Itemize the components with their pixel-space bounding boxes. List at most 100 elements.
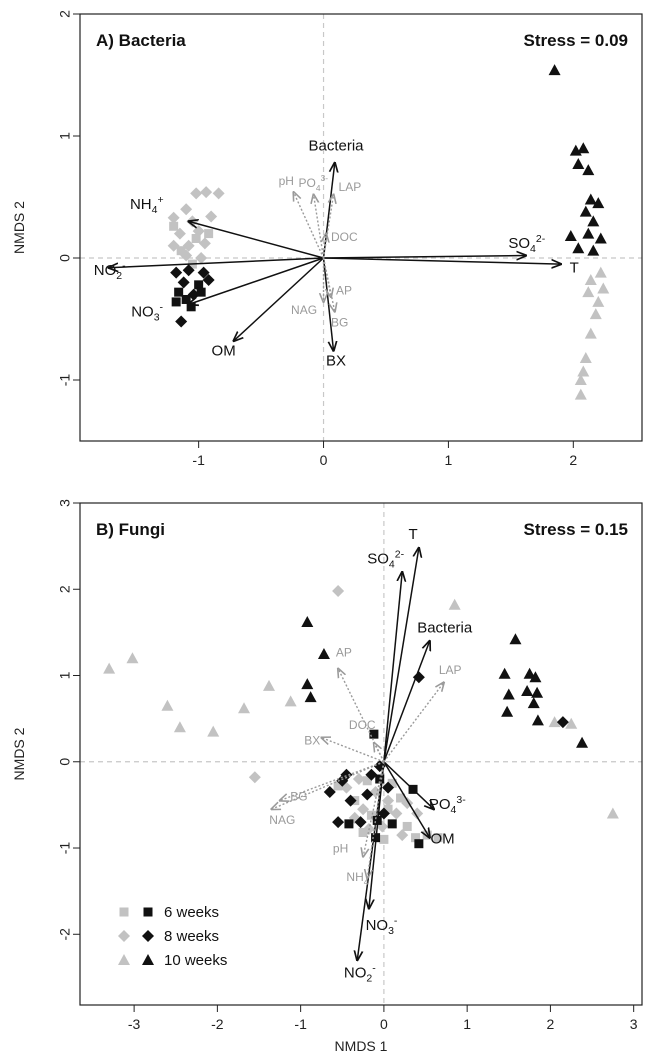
vector-label-nag: NAG	[269, 813, 295, 827]
data-point-square-grey	[387, 778, 397, 788]
data-point-triangle-grey	[238, 702, 251, 714]
data-point-triangle-black	[548, 64, 561, 76]
vector-label-t: T	[408, 526, 417, 543]
stress-value: Stress = 0.09	[524, 31, 628, 50]
data-point-triangle-grey	[606, 807, 619, 819]
data-point-triangle-black	[498, 667, 511, 679]
y-tick-label: 2	[57, 585, 73, 593]
data-point-triangle-black	[564, 230, 577, 242]
y-tick-label: -2	[57, 928, 73, 941]
data-point-triangle-black	[501, 705, 514, 717]
x-tick-label: 3	[630, 1016, 638, 1032]
data-point-triangle-grey	[592, 295, 605, 307]
y-tick-label: -1	[57, 842, 73, 855]
data-point-square-grey	[411, 833, 421, 843]
data-point-triangle-grey	[565, 717, 578, 729]
data-point-diamond-black	[382, 781, 395, 794]
data-point-triangle-grey	[173, 721, 186, 733]
data-point-diamond-grey	[186, 215, 199, 228]
legend-marker-grey-triangle	[118, 954, 130, 965]
vector-nag	[271, 761, 385, 809]
data-point-triangle-black	[584, 193, 597, 205]
data-point-diamond-black	[412, 671, 425, 684]
vector-so4	[323, 256, 526, 258]
vector-label-bg: BG	[290, 790, 307, 804]
y-tick-label: -1	[57, 374, 73, 387]
x-tick-label: 1	[445, 452, 453, 468]
data-point-square-grey	[402, 821, 412, 831]
data-point-square-black	[174, 287, 184, 297]
data-point-square-grey	[333, 781, 343, 791]
data-point-square-grey	[191, 233, 201, 243]
data-point-square-grey	[204, 229, 214, 239]
data-point-triangle-black	[304, 691, 317, 703]
data-point-triangle-grey	[448, 598, 461, 610]
data-point-triangle-grey	[574, 388, 587, 400]
data-point-triangle-grey	[584, 327, 597, 339]
stress-value: Stress = 0.15	[524, 520, 628, 539]
x-axis-label: NMDS 1	[335, 1038, 388, 1054]
data-point-triangle-black	[587, 215, 600, 227]
data-point-triangle-black	[301, 616, 314, 628]
panel-title: B) Fungi	[96, 520, 165, 539]
vector-label-bg: BG	[331, 315, 348, 329]
data-point-diamond-grey	[390, 807, 403, 820]
y-tick-label: 2	[57, 10, 73, 18]
data-point-diamond-grey	[190, 187, 203, 200]
vector-label-ph: pH	[279, 174, 294, 188]
data-point-triangle-grey	[589, 308, 602, 320]
data-point-square-black	[196, 287, 206, 297]
data-point-diamond-black	[556, 716, 569, 729]
data-point-triangle-grey	[577, 365, 590, 377]
vector-label-nag: NAG	[291, 303, 317, 317]
data-point-triangle-grey	[126, 652, 139, 664]
vector-label-ph: pH	[333, 841, 348, 855]
data-point-square-black	[194, 280, 204, 290]
data-point-square-grey	[383, 804, 393, 814]
legend-label: 8 weeks	[164, 928, 219, 945]
legend-marker-grey-square	[119, 907, 129, 917]
data-point-triangle-black	[577, 142, 590, 154]
data-point-diamond-grey	[396, 829, 409, 842]
data-point-diamond-black	[377, 807, 390, 820]
data-point-triangle-black	[592, 197, 605, 209]
vector-label-bacteria: Bacteria	[309, 138, 365, 155]
data-point-diamond-black	[202, 273, 215, 286]
vector-po4	[383, 761, 434, 809]
data-point-square-black	[369, 729, 379, 739]
data-point-diamond-black	[323, 785, 336, 798]
data-point-diamond-grey	[198, 237, 211, 250]
x-tick-label: 0	[320, 452, 328, 468]
vector-label-lap: LAP	[339, 180, 362, 194]
data-point-triangle-grey	[548, 716, 561, 728]
vector-bacteria	[383, 641, 430, 763]
data-point-diamond-black	[182, 264, 195, 277]
x-tick-label: -1	[294, 1016, 307, 1032]
data-point-triangle-black	[572, 242, 585, 254]
vector-label-t: T	[570, 260, 579, 277]
vector-doc	[374, 743, 385, 763]
data-point-triangle-grey	[574, 374, 587, 385]
data-point-triangle-black	[531, 714, 544, 726]
data-point-square-grey	[169, 221, 179, 231]
vector-no3	[189, 257, 324, 304]
legend: 6 weeks 8 weeks 10 weeks	[118, 904, 227, 969]
data-point-diamond-grey	[212, 187, 225, 200]
vector-ph	[294, 192, 325, 259]
y-tick-label: 1	[57, 132, 73, 140]
data-point-square-black	[344, 819, 354, 829]
data-point-square-grey	[362, 776, 372, 786]
data-point-diamond-grey	[352, 773, 365, 786]
legend-marker-black-diamond	[142, 930, 154, 942]
y-tick-label: 1	[57, 671, 73, 679]
vector-so4	[383, 572, 402, 762]
x-tick-label: 1	[463, 1016, 471, 1032]
x-tick-label: -2	[211, 1016, 224, 1032]
y-tick-label: 0	[57, 254, 73, 262]
vector-label-no3: NO3-	[131, 302, 163, 324]
data-point-triangle-black	[582, 164, 595, 176]
vector-lap	[322, 195, 334, 259]
data-point-diamond-grey	[248, 771, 261, 784]
x-tick-label: -1	[192, 452, 205, 468]
vector-label-doc: DOC	[349, 718, 376, 732]
